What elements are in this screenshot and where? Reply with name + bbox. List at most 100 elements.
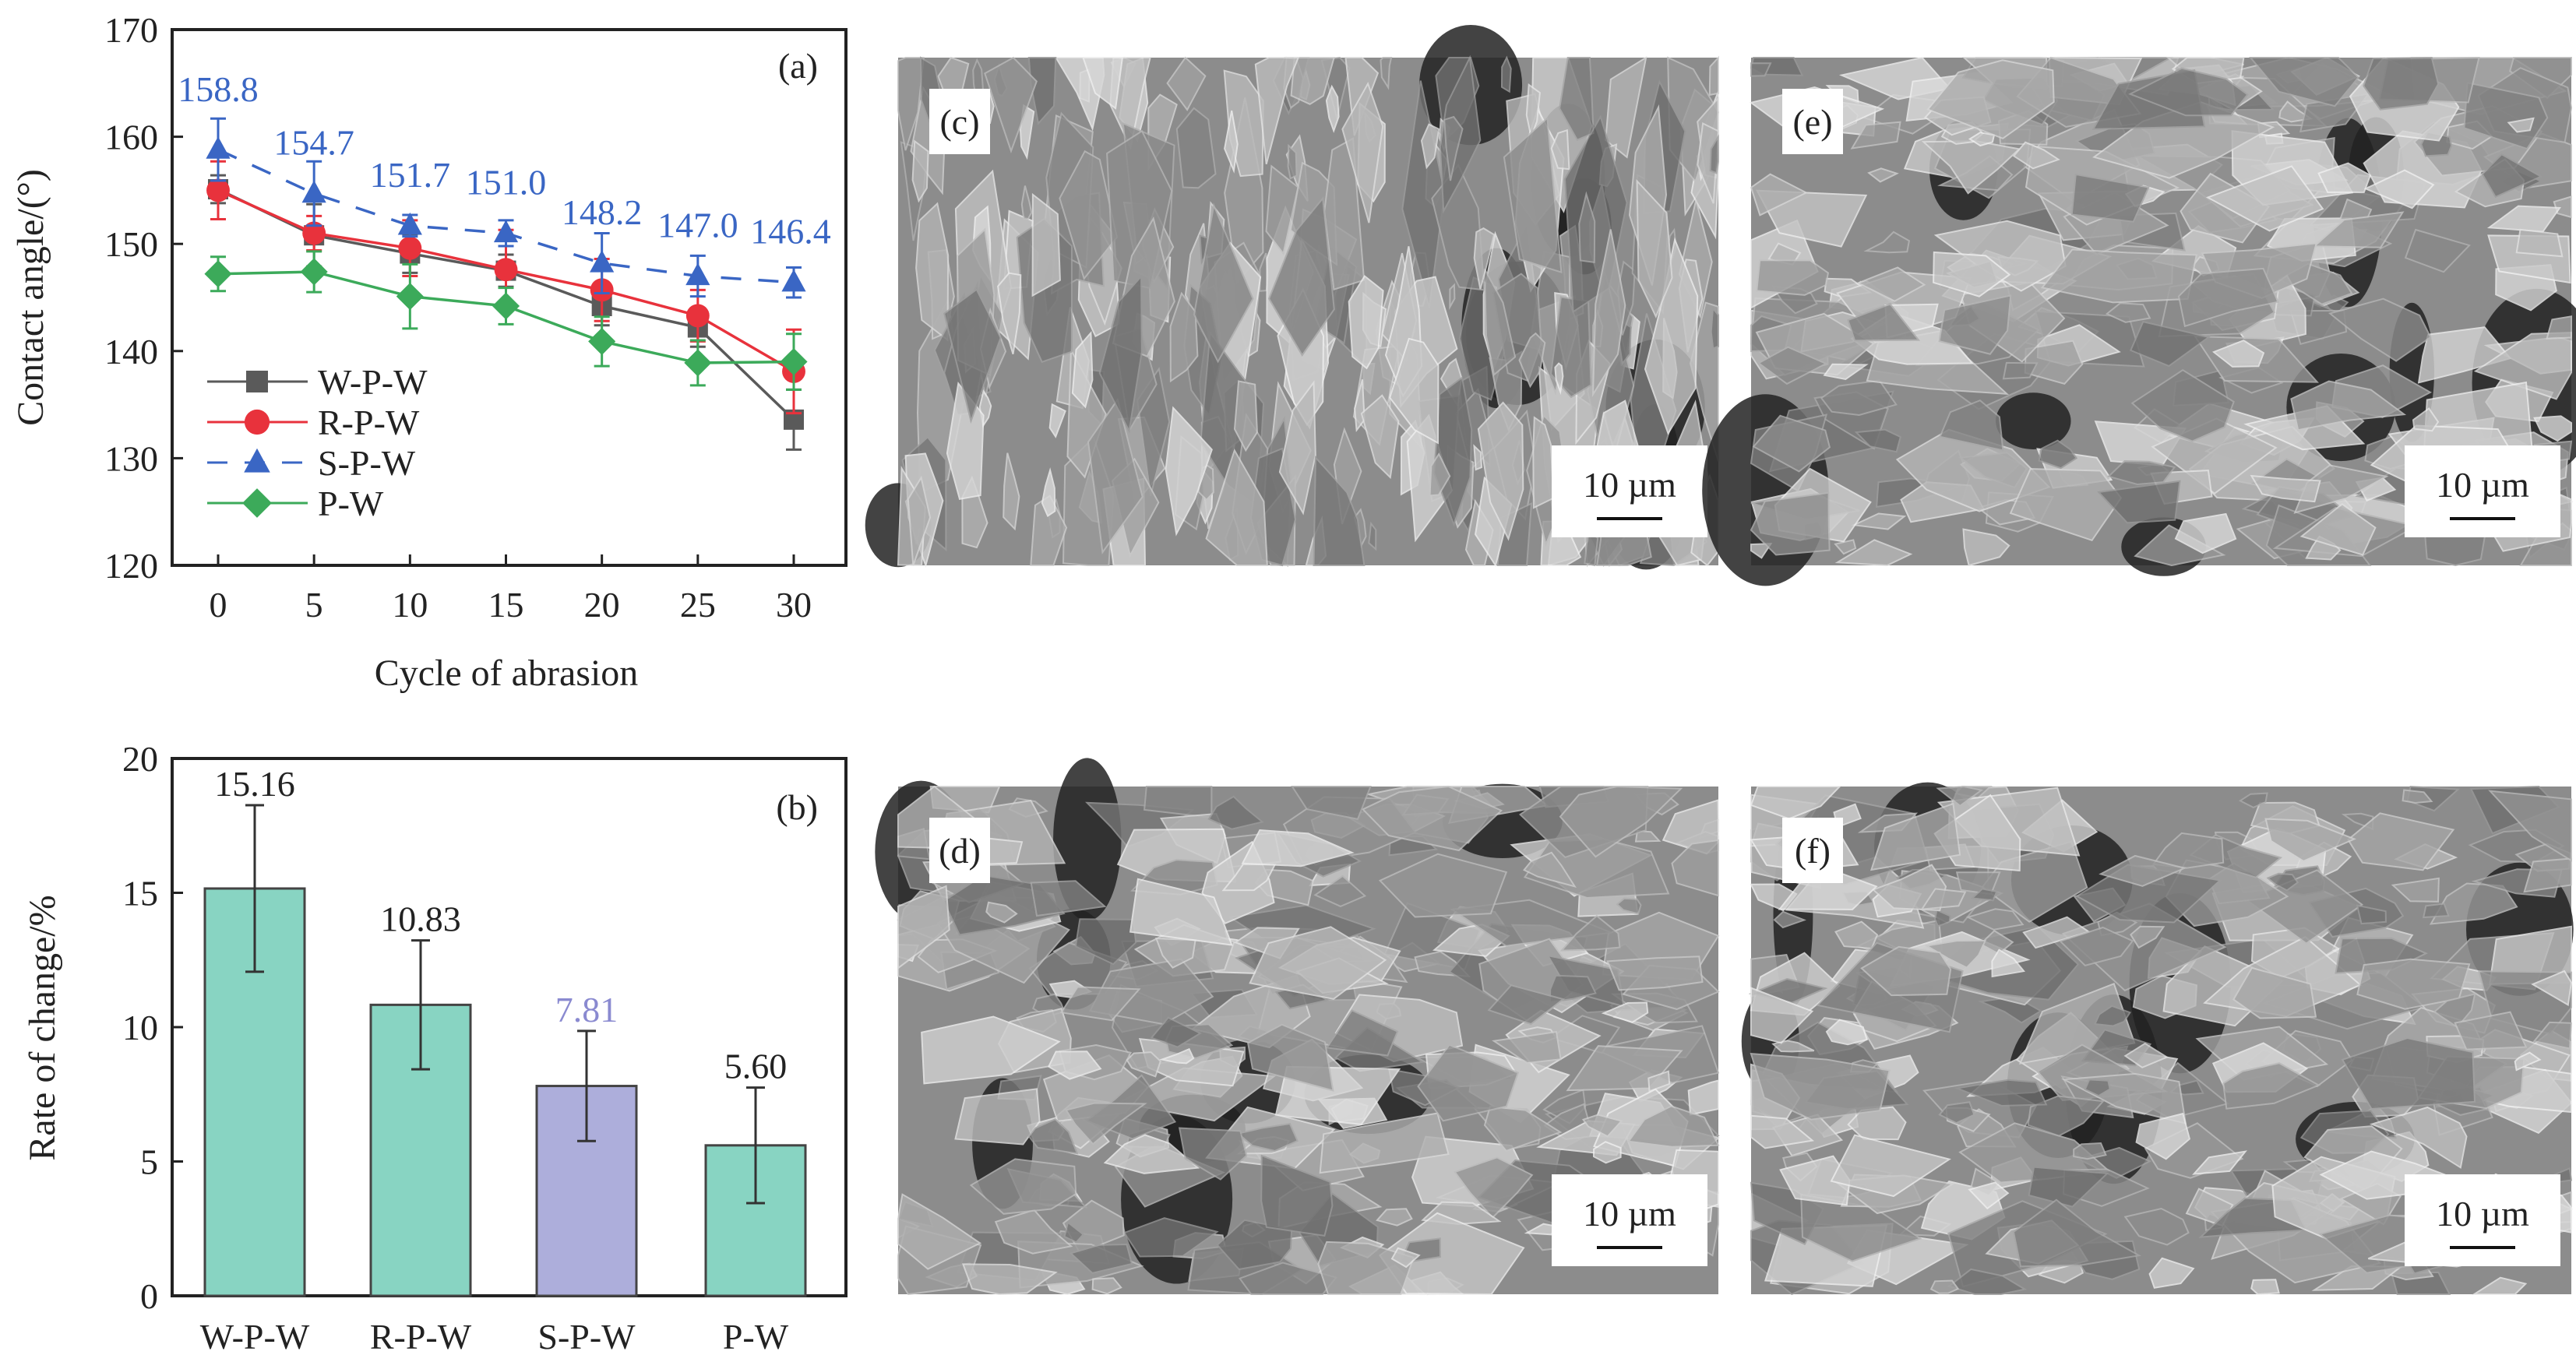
x-tick-label: 30 bbox=[776, 585, 812, 625]
flake bbox=[1968, 132, 1996, 147]
sem-micrograph: (c) 10 µm bbox=[865, 25, 1720, 570]
flake bbox=[1933, 909, 1951, 927]
flake bbox=[969, 1158, 1077, 1215]
flake bbox=[2532, 1021, 2573, 1050]
flake bbox=[2232, 966, 2317, 1019]
y-tick-label: 0 bbox=[140, 1276, 158, 1316]
flake bbox=[1323, 137, 1366, 291]
flake bbox=[1378, 853, 1508, 918]
flake bbox=[1518, 332, 1546, 389]
flake bbox=[1532, 416, 1555, 509]
flake bbox=[1962, 528, 2010, 567]
flake bbox=[1779, 1155, 1851, 1206]
flake bbox=[2012, 1198, 2142, 1268]
flake bbox=[2454, 1011, 2528, 1051]
flake bbox=[1246, 1023, 1334, 1092]
data-label: 151.0 bbox=[466, 162, 547, 202]
flake bbox=[1368, 521, 1377, 551]
flake bbox=[1059, 986, 1141, 1022]
flake bbox=[1020, 185, 1033, 220]
data-label: 7.81 bbox=[555, 990, 618, 1029]
flake bbox=[2422, 903, 2450, 919]
flake bbox=[1523, 851, 1577, 889]
flake bbox=[2328, 297, 2432, 362]
flake bbox=[1708, 55, 1719, 97]
flake bbox=[1771, 1040, 1815, 1053]
flake bbox=[1834, 539, 1913, 567]
flake bbox=[1867, 167, 1899, 183]
micrograph-label: (c) bbox=[939, 102, 979, 142]
flake bbox=[1082, 57, 1124, 110]
flake bbox=[1926, 59, 2055, 139]
data-point bbox=[590, 250, 615, 273]
flake bbox=[1847, 303, 1921, 342]
flake bbox=[1487, 984, 1566, 1026]
flake bbox=[2084, 1079, 2111, 1097]
data-label: 146.4 bbox=[750, 212, 831, 252]
legend-label: W-P-W bbox=[318, 362, 428, 402]
flake bbox=[2135, 1112, 2191, 1160]
flake bbox=[1205, 448, 1268, 566]
flake bbox=[2038, 439, 2078, 470]
data-point bbox=[301, 180, 326, 203]
y-tick-label: 5 bbox=[140, 1142, 158, 1182]
flake bbox=[1626, 1105, 1720, 1148]
data-label: 151.7 bbox=[370, 155, 451, 195]
flake bbox=[1348, 275, 1384, 370]
flake bbox=[2094, 1005, 2131, 1027]
data-label: 10.83 bbox=[380, 899, 461, 939]
flake bbox=[2250, 1279, 2280, 1296]
scale-bar-label: 10 µm bbox=[1583, 1194, 1676, 1234]
flake bbox=[2059, 926, 2134, 967]
flake bbox=[1443, 115, 1464, 181]
flake bbox=[1756, 259, 1829, 296]
flake bbox=[1249, 926, 1387, 1000]
panel-label-b: (b) bbox=[776, 787, 818, 827]
flake bbox=[1103, 1134, 1200, 1174]
flake bbox=[1193, 202, 1254, 364]
flake bbox=[2099, 854, 2187, 887]
micrograph-label: (d) bbox=[939, 831, 981, 871]
flake bbox=[1207, 795, 1264, 830]
flake bbox=[1578, 191, 1596, 264]
flake bbox=[2002, 361, 2039, 380]
flake bbox=[1750, 987, 1814, 1044]
flake bbox=[907, 475, 932, 566]
flake bbox=[2264, 818, 2357, 863]
pore bbox=[1053, 758, 1122, 921]
series-s-p-w: 158.8 154.7 151.7 151.0 148.2 147.0 146.4 bbox=[178, 69, 831, 299]
y-tick-label: 20 bbox=[122, 739, 158, 779]
flake bbox=[1581, 1114, 1623, 1138]
flake bbox=[1169, 291, 1199, 383]
data-label: 148.2 bbox=[562, 192, 643, 232]
flake bbox=[911, 139, 929, 203]
flake bbox=[1938, 1101, 1975, 1124]
x-tick-label: P-W bbox=[723, 1317, 789, 1357]
data-point bbox=[206, 178, 230, 202]
flake bbox=[1592, 1141, 1622, 1164]
flake bbox=[1175, 107, 1217, 189]
flake bbox=[1850, 121, 1901, 150]
scale-bar-label: 10 µm bbox=[1583, 465, 1676, 505]
flake bbox=[2212, 340, 2265, 368]
flake bbox=[1178, 1127, 1248, 1181]
flake bbox=[1069, 1243, 1133, 1274]
flake bbox=[2356, 904, 2387, 925]
flake bbox=[1376, 1208, 1413, 1226]
x-tick-label: 25 bbox=[680, 585, 716, 625]
flake bbox=[961, 1263, 1058, 1296]
flake bbox=[2290, 380, 2407, 431]
x-tick-label: 0 bbox=[210, 585, 227, 625]
flake bbox=[1924, 939, 1987, 969]
flake bbox=[1830, 1134, 1951, 1198]
bar-w-p-w: 15.16 W-P-W bbox=[200, 764, 310, 1357]
flake bbox=[2130, 369, 2235, 442]
flake bbox=[2192, 1150, 2248, 1175]
flake bbox=[2341, 1036, 2476, 1110]
flake bbox=[1750, 491, 1831, 556]
flake bbox=[1341, 81, 1384, 223]
flake bbox=[1239, 1262, 1338, 1295]
flake bbox=[2471, 1276, 2528, 1295]
flake bbox=[1319, 1112, 1450, 1174]
flake bbox=[1420, 123, 1440, 170]
